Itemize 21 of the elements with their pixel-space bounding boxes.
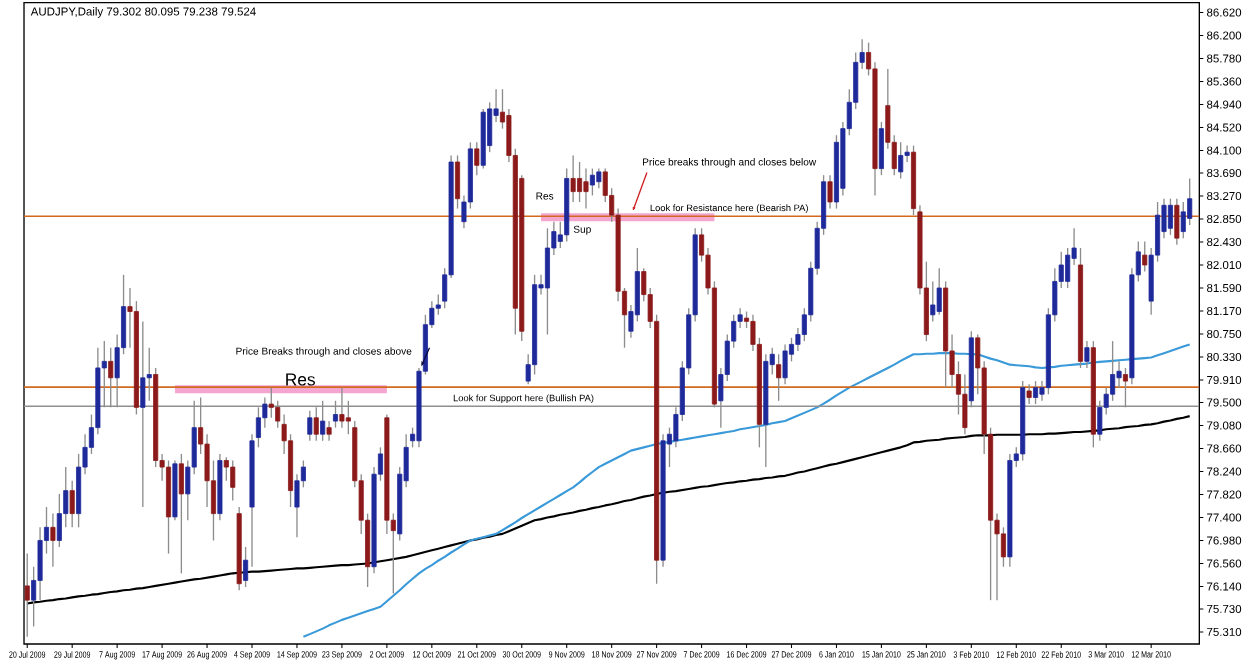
candlestick	[776, 353, 782, 402]
candlestick	[1174, 198, 1180, 246]
candlestick	[1084, 340, 1090, 369]
candlestick	[24, 552, 30, 638]
candlestick	[570, 154, 576, 203]
candlestick	[1167, 198, 1173, 236]
candlestick	[50, 512, 56, 568]
candlestick	[936, 267, 942, 316]
candlestick	[596, 167, 602, 189]
candlestick	[544, 227, 550, 336]
candlestick	[898, 141, 904, 180]
candlestick	[1142, 240, 1148, 273]
candlestick	[307, 410, 313, 442]
candlestick	[583, 167, 589, 210]
candlestick	[230, 459, 236, 502]
candlestick	[577, 161, 583, 203]
candlestick	[827, 174, 833, 210]
candlestick	[69, 480, 75, 528]
annotation: Res	[286, 373, 315, 386]
candlestick	[178, 453, 184, 574]
candlestick	[474, 141, 480, 176]
